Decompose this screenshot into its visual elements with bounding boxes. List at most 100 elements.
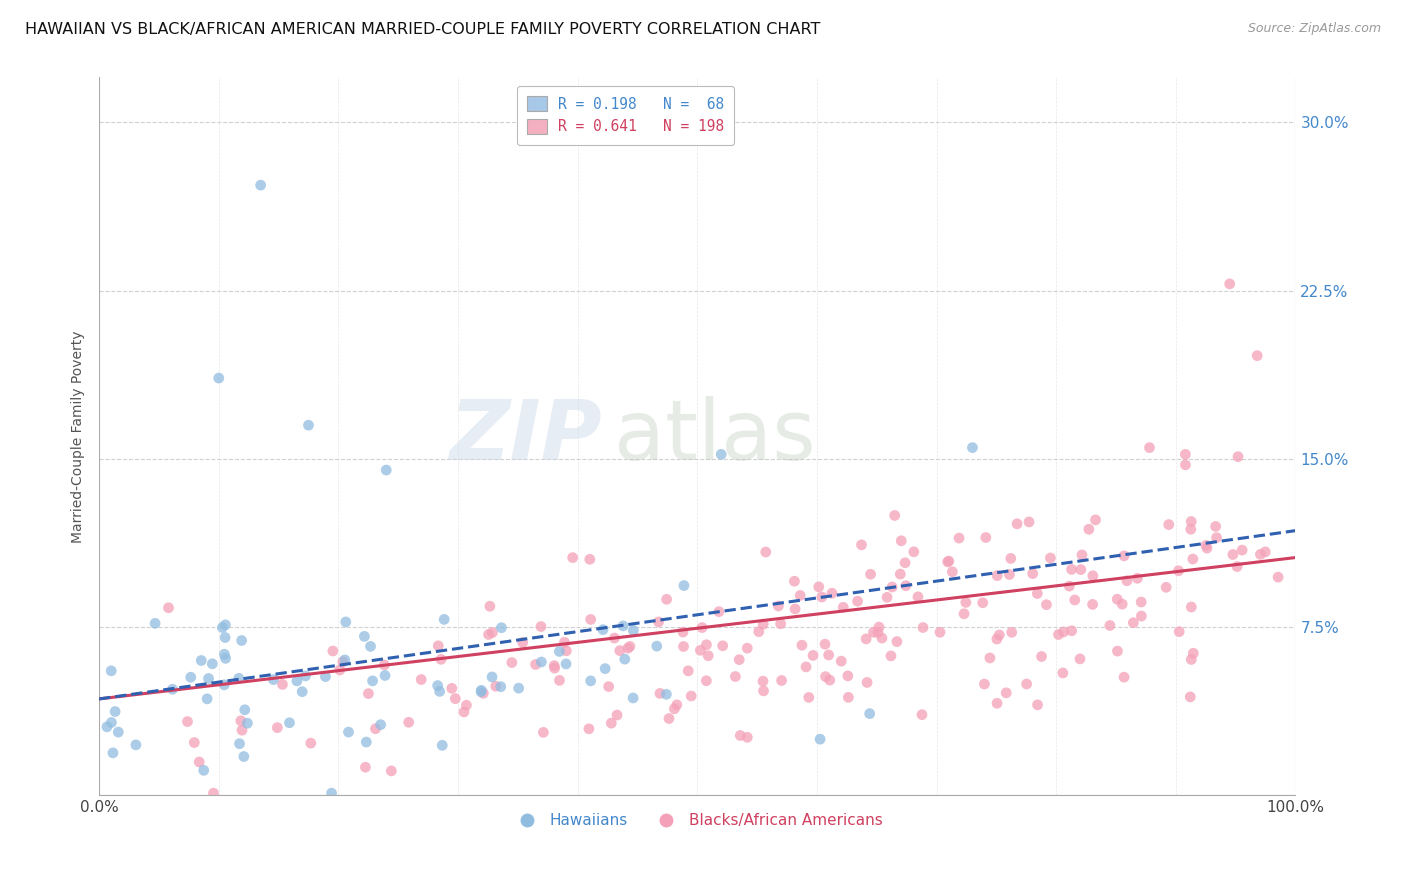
Legend: Hawaiians, Blacks/African Americans: Hawaiians, Blacks/African Americans (506, 807, 889, 834)
Point (398, 715, 420, 730)
Point (890, 533, 912, 548)
Point (962, 441, 984, 455)
Point (862, 625, 884, 640)
Point (481, 625, 503, 640)
Point (1195, 541, 1218, 556)
Point (228, 671, 250, 685)
Point (427, 639, 450, 653)
Point (621, 690, 644, 705)
Point (553, 635, 575, 649)
Point (249, 178, 271, 193)
Point (752, 617, 775, 632)
Point (1015, 677, 1038, 691)
Point (941, 565, 963, 579)
Point (357, 687, 380, 701)
Point (1000, 551, 1022, 566)
Text: Source: ZipAtlas.com: Source: ZipAtlas.com (1247, 22, 1381, 36)
Point (832, 600, 855, 615)
Point (354, 760, 377, 774)
Point (195, 691, 218, 706)
Point (752, 684, 775, 698)
Point (986, 696, 1008, 710)
Point (880, 648, 903, 663)
Point (598, 680, 620, 694)
Point (329, 663, 352, 677)
Point (797, 690, 820, 705)
Point (332, 655, 354, 669)
Point (1081, 568, 1104, 582)
Point (1052, 665, 1074, 680)
Point (1026, 586, 1049, 600)
Point (157, 600, 180, 615)
Point (1107, 592, 1129, 607)
Point (1230, 543, 1253, 558)
Point (374, 668, 396, 682)
Point (1227, 450, 1250, 464)
Point (953, 607, 976, 621)
Point (353, 629, 375, 643)
Point (785, 602, 807, 616)
Point (837, 690, 859, 705)
Point (321, 786, 343, 800)
Point (1059, 579, 1081, 593)
Point (592, 623, 614, 637)
Point (664, 702, 686, 716)
Point (555, 644, 578, 658)
Point (530, 619, 553, 633)
Point (180, 670, 202, 684)
Point (266, 721, 288, 735)
Point (655, 687, 678, 701)
Point (883, 508, 905, 523)
Point (648, 686, 671, 700)
Point (911, 621, 934, 635)
Point (1069, 652, 1091, 666)
Point (1130, 609, 1153, 624)
Point (432, 739, 454, 753)
Point (979, 651, 1001, 665)
Point (972, 596, 994, 610)
Point (851, 538, 873, 552)
Point (1070, 563, 1092, 577)
Point (337, 725, 360, 739)
Point (356, 735, 378, 749)
Point (882, 580, 904, 594)
Point (1180, 690, 1202, 704)
Point (600, 716, 623, 731)
Point (176, 714, 198, 729)
Point (481, 670, 503, 684)
Point (188, 755, 211, 769)
Point (333, 653, 356, 667)
Point (955, 595, 977, 609)
Point (856, 675, 879, 690)
Point (214, 617, 236, 632)
Point (894, 579, 917, 593)
Point (936, 555, 959, 569)
Point (1063, 593, 1085, 607)
Point (846, 594, 869, 608)
Point (837, 669, 859, 683)
Point (190, 653, 212, 667)
Point (1081, 598, 1104, 612)
Point (973, 677, 995, 691)
Point (208, 371, 231, 385)
Point (1130, 595, 1153, 609)
Point (1180, 600, 1202, 615)
Point (621, 624, 644, 638)
Point (1005, 516, 1028, 531)
Point (1084, 513, 1107, 527)
Point (211, 620, 233, 634)
Point (907, 590, 929, 604)
Point (903, 545, 925, 559)
Point (524, 657, 547, 672)
Point (814, 670, 837, 684)
Point (380, 764, 402, 778)
Point (429, 684, 451, 698)
Point (603, 631, 626, 645)
Point (1226, 559, 1249, 574)
Point (790, 638, 813, 652)
Point (530, 655, 553, 669)
Point (770, 673, 793, 688)
Point (1126, 571, 1149, 585)
Point (711, 639, 734, 653)
Point (364, 722, 387, 736)
